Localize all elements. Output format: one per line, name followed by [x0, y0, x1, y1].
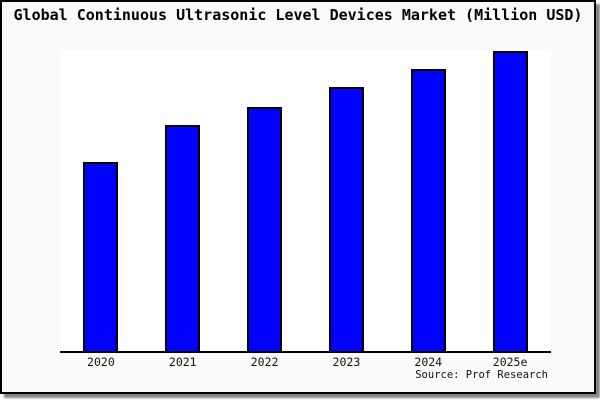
source-note: Source: Prof Research	[415, 369, 548, 381]
bar-2023	[328, 87, 364, 351]
x-tick-label-2024: 2024	[414, 355, 443, 369]
x-axis-labels: 2020 2021 2022 2023 2024 2025e	[60, 355, 551, 371]
chart-frame: Global Continuous Ultrasonic Level Devic…	[0, 0, 596, 394]
x-tick-label-2020: 2020	[87, 355, 115, 369]
x-tick-label-2025e: 2025e	[492, 355, 528, 369]
x-tick-label-2021: 2021	[168, 355, 197, 369]
bar-2025e	[492, 51, 528, 351]
bar-2021	[165, 125, 201, 351]
x-tick-label-2023: 2023	[332, 355, 361, 369]
bar-2024	[410, 69, 446, 351]
bar-2020	[83, 162, 119, 351]
plot-area	[60, 50, 551, 353]
x-tick-label-2022: 2022	[250, 355, 279, 369]
bar-2022	[247, 107, 283, 351]
chart-title: Global Continuous Ultrasonic Level Devic…	[13, 6, 583, 24]
